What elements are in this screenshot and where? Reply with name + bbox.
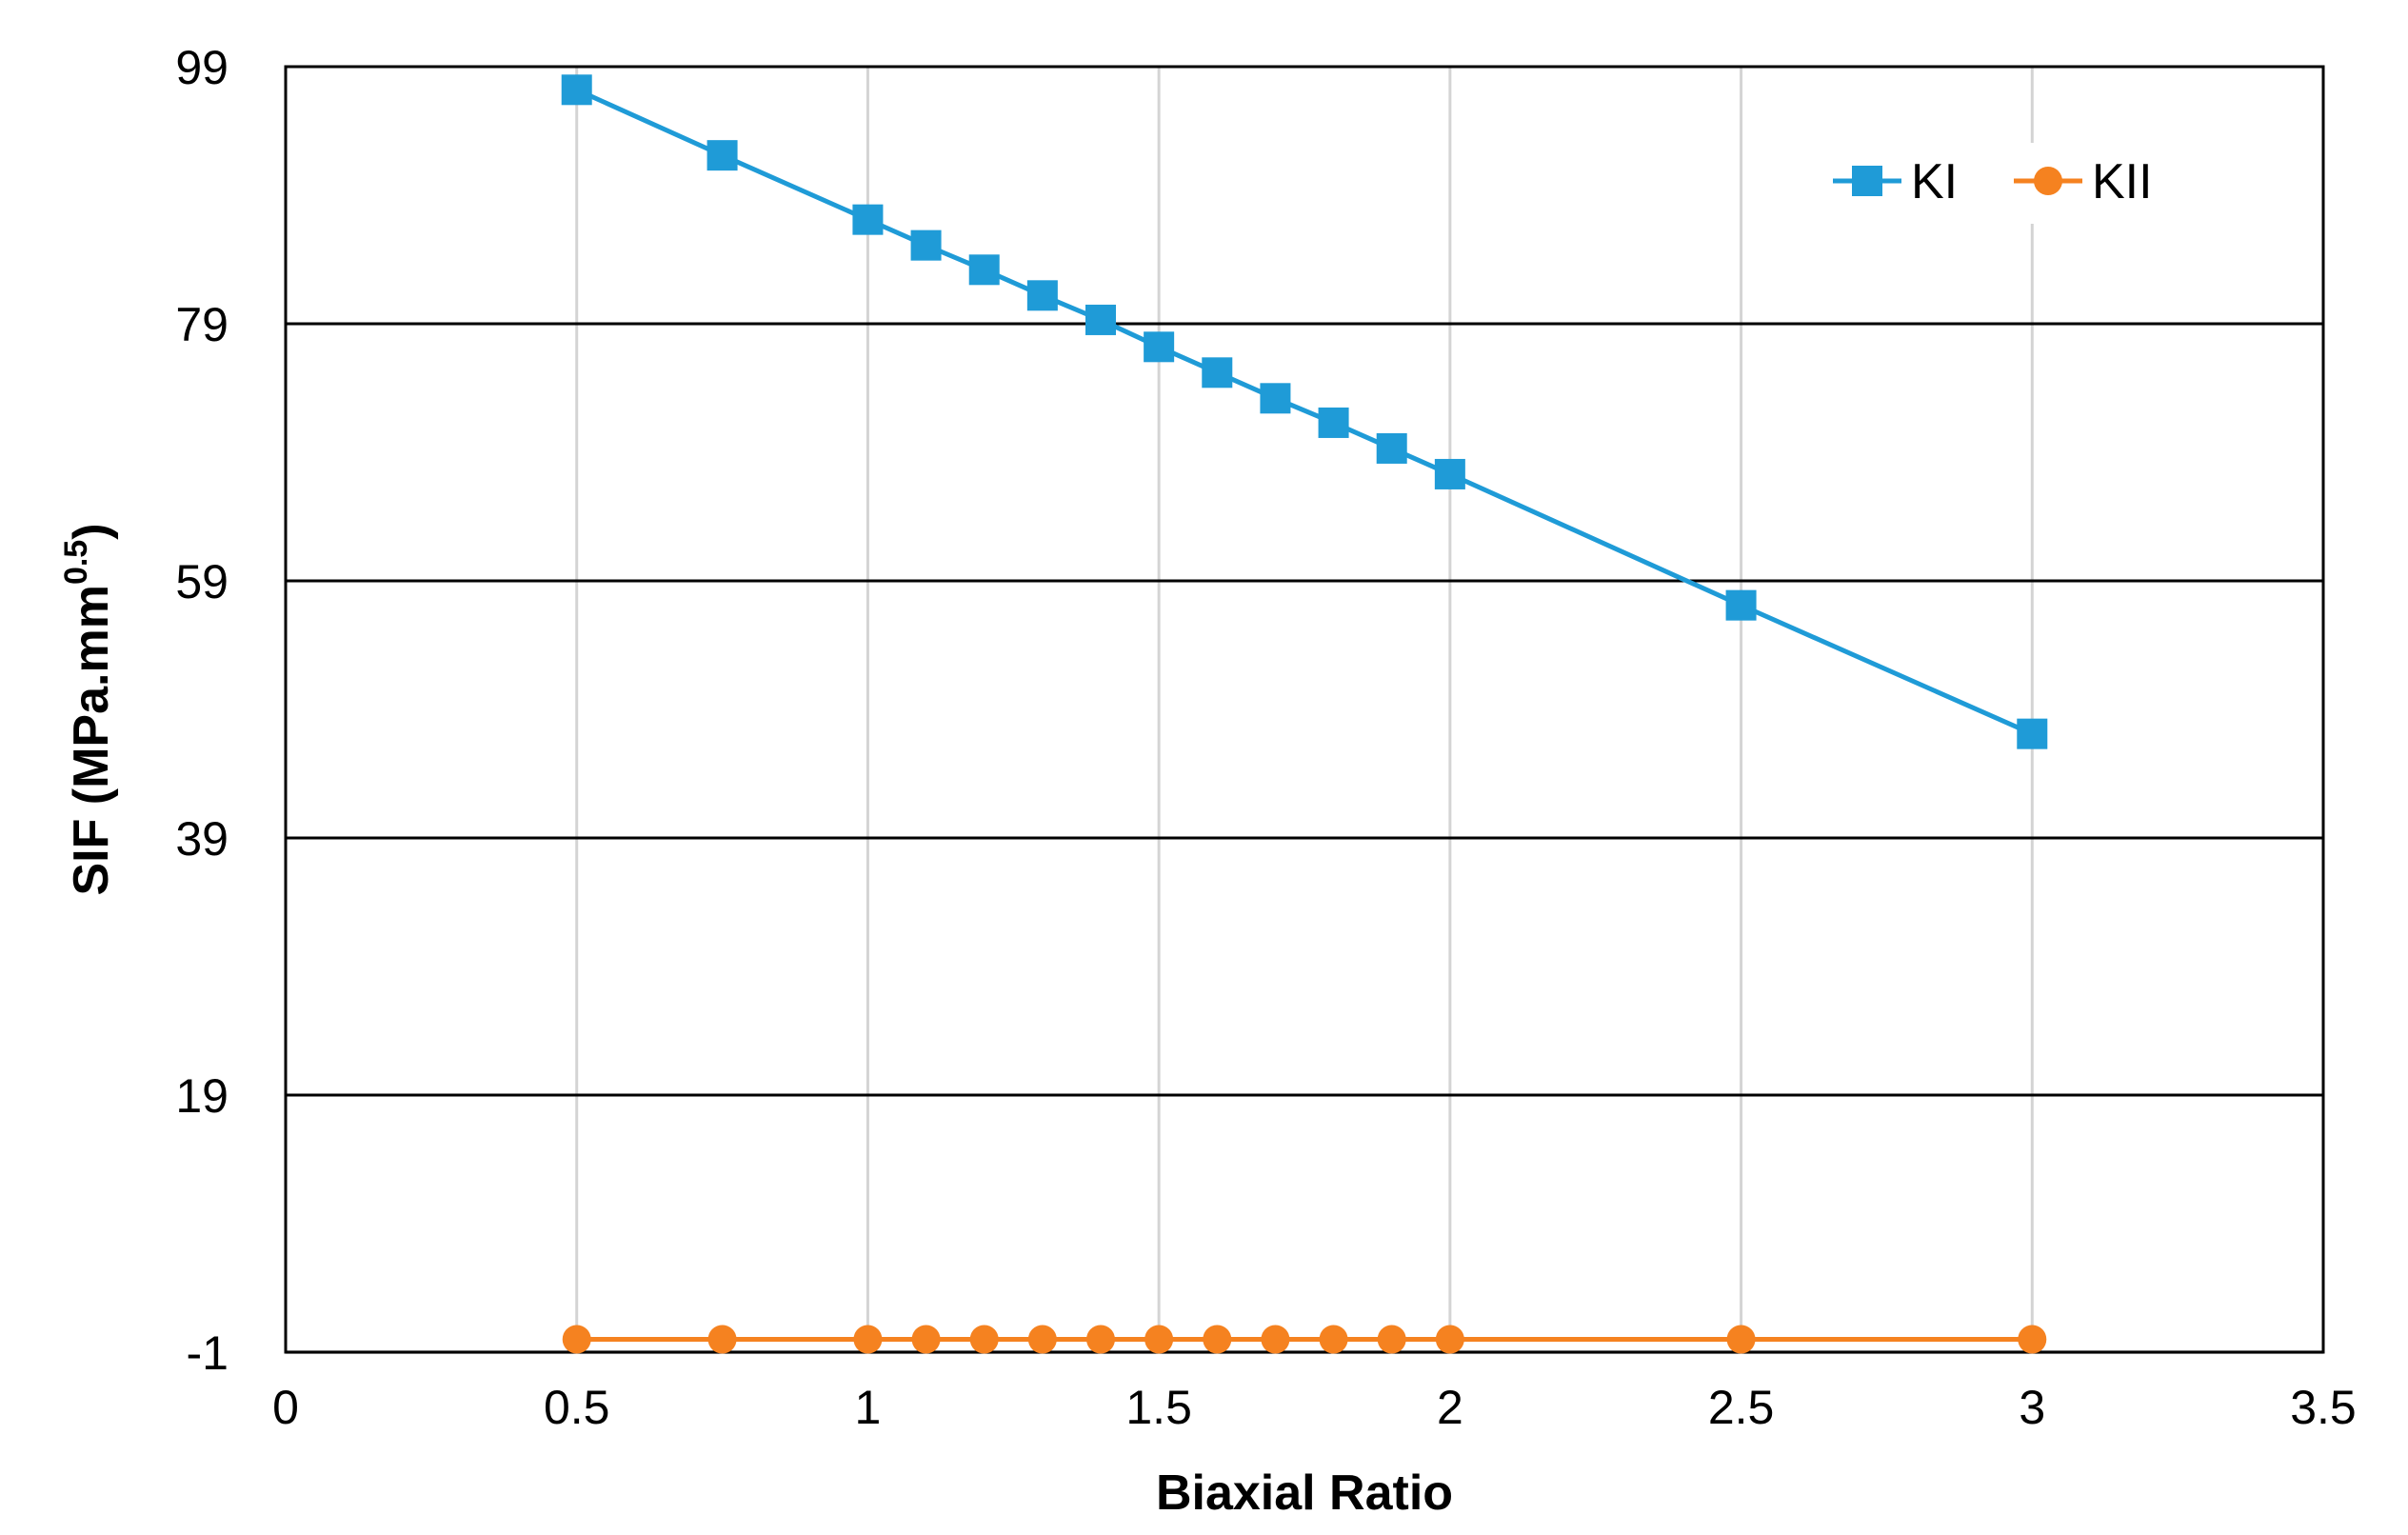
y-axis-tick-labels: -1 19 39 59 79 99 — [175, 41, 229, 1380]
data-point-kii — [1144, 1325, 1174, 1354]
series-kii — [562, 1325, 2047, 1354]
data-point-kii — [911, 1325, 941, 1354]
data-point-kii — [1261, 1325, 1290, 1354]
data-point-kii — [1086, 1325, 1115, 1354]
series-layer — [561, 74, 2048, 1354]
x-tick-label: 0 — [272, 1381, 299, 1434]
x-tick-label: 1 — [855, 1381, 882, 1434]
data-point-kii — [562, 1325, 591, 1354]
vertical-gridlines — [575, 67, 2034, 1352]
data-point-ki — [910, 229, 942, 261]
plot-area-frame — [284, 65, 2325, 1354]
data-point-kii — [707, 1325, 737, 1354]
data-point-ki — [1318, 407, 1349, 438]
data-point-ki — [1026, 280, 1058, 311]
x-tick-label: 3 — [2019, 1381, 2045, 1434]
legend-entry-kii: KII — [2014, 154, 2153, 209]
data-point-kii — [2018, 1325, 2047, 1354]
y-axis-title: SIF (MPa.mm0.5) — [58, 523, 119, 895]
y-tick-label: 99 — [175, 41, 229, 94]
data-point-ki — [2017, 718, 2048, 749]
data-point-kii — [1377, 1325, 1406, 1354]
data-point-ki — [561, 74, 592, 106]
data-point-kii — [1203, 1325, 1232, 1354]
data-point-ki — [1085, 304, 1116, 335]
x-tick-label: 2 — [1437, 1381, 1463, 1434]
data-point-ki — [852, 204, 884, 235]
y-tick-label: 19 — [175, 1069, 229, 1123]
legend: KI KII — [1814, 143, 2223, 224]
legend-entries: KI KII — [1833, 154, 2153, 209]
data-point-ki — [1260, 383, 1291, 414]
x-axis-title: Biaxial Ratio — [1156, 1465, 1453, 1521]
data-point-ki — [1725, 589, 1757, 621]
y-axis-title-close: ) — [64, 523, 119, 539]
y-axis-title-superscript: 0.5 — [58, 540, 94, 585]
y-tick-label: 39 — [175, 812, 229, 866]
x-tick-label: 3.5 — [2290, 1381, 2357, 1434]
data-point-ki — [1376, 432, 1407, 464]
x-axis-tick-labels: 0 0.5 1 1.5 2 2.5 3 3.5 — [272, 1381, 2357, 1434]
data-point-kii — [1319, 1325, 1348, 1354]
legend-label: KI — [1911, 154, 1958, 209]
x-tick-label: 1.5 — [1125, 1381, 1192, 1434]
series-ki — [561, 74, 2048, 749]
x-tick-label: 0.5 — [544, 1381, 610, 1434]
data-point-ki — [968, 254, 1000, 286]
data-point-kii — [1726, 1325, 1756, 1354]
legend-entry-ki: KI — [1833, 154, 1958, 209]
data-point-kii — [969, 1325, 999, 1354]
y-axis-title-main: SIF (MPa.mm — [64, 585, 119, 896]
y-tick-label: -1 — [187, 1326, 229, 1380]
data-point-kii — [1027, 1325, 1057, 1354]
data-point-ki — [1434, 458, 1465, 489]
data-point-ki — [1202, 357, 1233, 389]
legend-marker — [2034, 167, 2062, 195]
x-tick-label: 2.5 — [1708, 1381, 1775, 1434]
data-point-kii — [1435, 1325, 1464, 1354]
y-tick-label: 59 — [175, 555, 229, 608]
legend-marker — [1852, 166, 1882, 196]
legend-label: KII — [2092, 154, 2153, 209]
data-point-ki — [706, 140, 738, 171]
y-tick-label: 79 — [175, 298, 229, 351]
data-point-ki — [1144, 331, 1175, 363]
data-point-kii — [853, 1325, 883, 1354]
